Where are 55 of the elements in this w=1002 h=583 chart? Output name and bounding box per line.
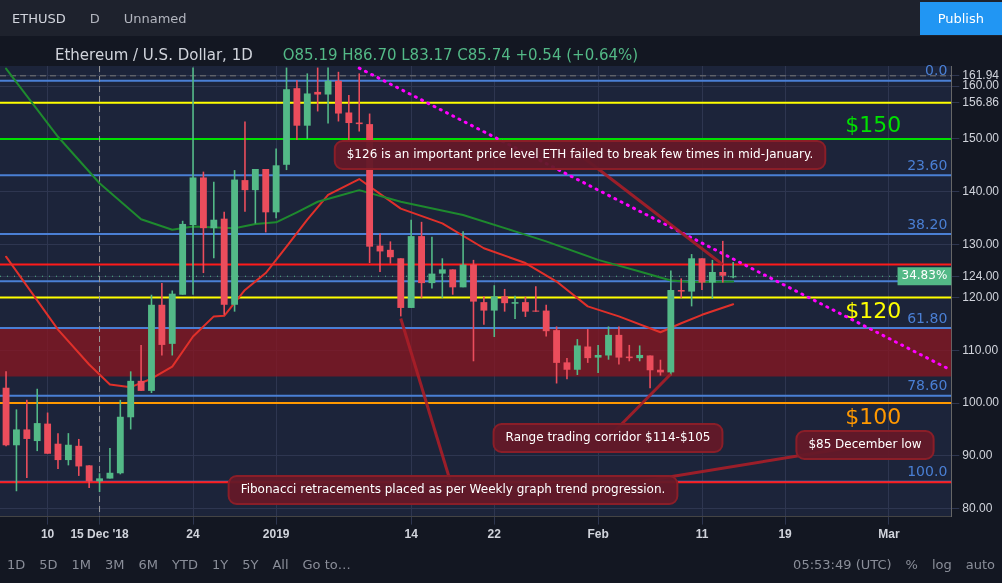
text: auto: [965, 556, 995, 572]
text: Unnamed: [123, 10, 187, 26]
y-tick-label: 140.00: [962, 184, 1000, 199]
text: 1Y: [211, 556, 229, 572]
x-tick-label: 14: [404, 527, 419, 542]
x-tick-label: Mar: [878, 527, 900, 542]
text: Publish: [919, 1, 1002, 35]
y-tick-label: 130.00: [962, 236, 1000, 251]
y-tick-label: 150.00: [962, 131, 1000, 146]
annotation: 61.80: [907, 309, 948, 326]
text: 1D: [7, 556, 26, 572]
text: D: [89, 10, 100, 26]
y-tick-label: 124.00: [962, 268, 1000, 283]
y-tick-label: 120.00: [962, 289, 1000, 304]
text: 3M: [105, 556, 125, 572]
annotation: 34.83%: [901, 268, 948, 283]
ref-line-label: $150: [845, 111, 902, 137]
text: 6M: [138, 556, 159, 572]
chart-subtitle: O85.19 H86.70 L83.17 C85.74 +0.54 (+0.64%): [282, 45, 639, 64]
ref-line-label: $100: [845, 403, 902, 429]
annotation: Range trading corridor $114-$105: [505, 430, 711, 445]
x-tick-label: 24: [186, 527, 201, 542]
text: 5D: [39, 556, 58, 572]
x-tick-label: 19: [778, 527, 793, 542]
ref-line-label: $120: [845, 298, 902, 324]
text: ETHUSD: [12, 10, 66, 26]
text: %: [905, 556, 918, 572]
annotation: 78.60: [907, 377, 948, 394]
x-tick-label: 15 Dec '18: [70, 527, 129, 542]
y-tick-label: 160.00: [962, 78, 1000, 93]
text: 5Y: [242, 556, 259, 572]
annotation: Fibonacci retracements placed as per Weekly graph trend progression.: [240, 482, 666, 497]
annotation: 38.20: [907, 215, 948, 232]
y-tick-label: 80.00: [962, 500, 993, 515]
text: 05:53:49 (UTC): [793, 556, 892, 572]
chart-title: Ethereum / U.S. Dollar, 1D: [55, 45, 253, 64]
text: YTD: [172, 556, 198, 572]
text: log: [931, 556, 952, 572]
annotation: $85 December low: [808, 437, 922, 452]
y-tick-label: 110.00: [962, 342, 999, 357]
text: Go to…: [302, 556, 351, 572]
annotation: 23.60: [907, 156, 948, 173]
annotation: 100.0: [907, 463, 948, 480]
x-tick-label: 22: [487, 527, 502, 542]
annotation: 0.0: [925, 62, 948, 79]
text: 1M: [71, 556, 92, 572]
x-tick-label: 11: [695, 527, 709, 542]
x-tick-label: Feb: [587, 527, 609, 542]
annotation: $126 is an important price level ETH failed to break few times in mid-January.: [346, 147, 814, 162]
y-tick-label: 100.00: [962, 395, 1000, 410]
y-tick-label: 90.00: [962, 448, 993, 463]
text: All: [272, 556, 289, 572]
x-tick-label: 2019: [262, 527, 290, 542]
y-tick-label: 156.86: [962, 94, 1000, 109]
x-tick-label: 10: [40, 527, 55, 542]
